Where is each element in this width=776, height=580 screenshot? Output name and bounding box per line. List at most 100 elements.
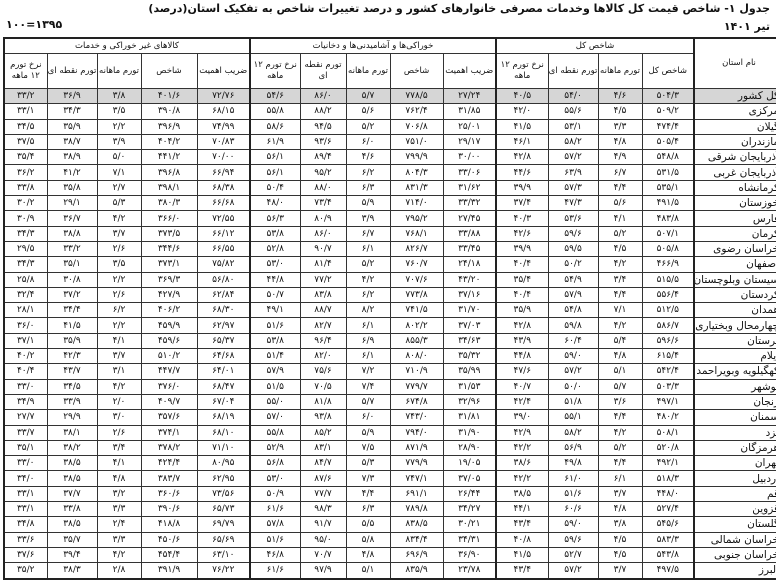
province-name-cell: اردبیل (693, 470, 776, 487)
value-cell: ۵/۷ (597, 378, 643, 395)
value-cell: ۳۴/۴ (46, 302, 98, 319)
province-name-cell: آذربایجان غربی (693, 164, 776, 181)
value-cell: ۸۲۶/۷ (389, 240, 444, 258)
table-row: گیلان۴۷۴/۴۳/۳۵۳/۱۴۱/۵۲۵/۰۱۷۰۶/۸۵/۲۹۴/۵۵۸… (3, 118, 776, 135)
value-cell: ۴/۸ (96, 470, 142, 487)
value-cell: ۴۰/۲ (3, 348, 48, 365)
province-name-cell: آذربایجان شرقی (693, 149, 776, 166)
value-cell: ۳/۳ (96, 501, 142, 518)
value-cell: ۵۵۶/۴ (641, 286, 695, 304)
value-cell: ۳۹۸/۱ (140, 179, 198, 197)
value-cell: ۳۶/۲ (3, 164, 48, 181)
value-cell: ۳۸/۵ (46, 455, 98, 472)
value-cell: ۴۰/۴ (495, 286, 549, 304)
province-name-cell: کرمان (693, 225, 776, 242)
table-row: بوشهر۵۰۳/۳۵/۷۵۰/۰۴۰/۷۳۱/۵۳۷۷۹/۷۷/۴۷۰/۵۵۱… (3, 378, 776, 395)
header-total-point: تورم نقطه ای (547, 53, 599, 89)
value-cell: ۶/۱ (345, 348, 391, 365)
value-cell: ۷۷۹/۷ (389, 378, 444, 395)
value-cell: ۳۷۸/۲ (140, 439, 198, 457)
table-row: سمنان۴۸۰/۲۴/۴۵۵/۱۳۹/۰۳۱/۸۱۷۴۳/۰۶/۰۹۳/۸۵۷… (3, 409, 776, 426)
value-cell: ۳/۴ (96, 439, 142, 457)
value-cell: ۴۲/۸ (495, 317, 549, 334)
value-cell: ۶۸/۴۷ (196, 378, 251, 395)
value-cell: ۶۶/۹۴ (196, 164, 251, 181)
value-cell: ۵۳/۸ (248, 332, 301, 350)
value-cell: ۹۱/۷ (299, 516, 347, 533)
period-label: تیر ۱۴۰۱ (723, 20, 770, 33)
value-cell: ۴/۲ (597, 256, 643, 273)
value-cell: ۶۴/۰۱ (196, 363, 251, 380)
value-cell: ۶۳/۱۰ (196, 546, 251, 564)
value-cell: ۴۳/۴ (495, 562, 549, 579)
value-cell: ۵۰۷/۱ (641, 225, 695, 242)
value-cell: ۴/۴ (597, 409, 643, 426)
value-cell: ۳/۳ (597, 118, 643, 135)
header-total-12month: نرخ تورم ۱۲ ماهه (495, 53, 549, 89)
value-cell: ۸۰۴/۳ (389, 164, 444, 181)
province-name-cell: سمنان (693, 409, 776, 426)
value-cell: ۶۷/۰۴ (196, 393, 251, 411)
value-cell: ۶/۲ (96, 302, 142, 319)
value-cell: ۵۴/۹ (547, 271, 599, 288)
value-cell: ۳۰/۸ (46, 271, 98, 288)
value-cell: ۵۰۴/۳ (641, 87, 695, 105)
value-cell: ۶۹۶/۹ (389, 546, 444, 564)
value-cell: ۵۳/۶ (547, 210, 599, 227)
value-cell: ۷۴۷/۱ (389, 470, 444, 487)
value-cell: ۳۶۹/۳ (140, 271, 198, 288)
value-cell: ۹۳/۸ (299, 409, 347, 426)
value-cell: ۵۰/۰ (547, 378, 599, 395)
value-cell: ۵۱۵/۵ (641, 271, 695, 288)
value-cell: ۴۰/۴ (3, 363, 48, 380)
value-cell: ۳۷۶/۰ (140, 378, 198, 395)
province-name-cell: یزد (693, 424, 776, 441)
value-cell: ۵۷/۲ (547, 149, 599, 166)
value-cell: ۶۸/۳۸ (196, 179, 251, 197)
value-cell: ۳/۶ (597, 393, 643, 411)
value-cell: ۶۲/۹۷ (196, 317, 251, 334)
value-cell: ۳۸/۸ (46, 225, 98, 242)
value-cell: ۵۰۸/۱ (641, 424, 695, 441)
value-cell: ۸۱/۸ (299, 393, 347, 411)
value-cell: ۶/۱ (597, 470, 643, 487)
value-cell: ۸۵۵/۳ (389, 332, 444, 350)
table-row: البرز۴۹۷/۵۳/۷۵۷/۲۴۳/۴۲۳/۷۸۸۳۵/۹۵/۱۹۷/۹۶۱… (3, 562, 776, 579)
value-cell: ۶/۳ (345, 179, 391, 197)
value-cell: ۵۴۵/۶ (641, 516, 695, 533)
value-cell: ۶/۲ (345, 164, 391, 181)
value-cell: ۳۷۴/۱ (140, 424, 198, 441)
value-cell: ۴/۵ (597, 546, 643, 564)
value-cell: ۴۳/۴ (495, 516, 549, 533)
value-cell: ۴/۴ (597, 179, 643, 197)
value-cell: ۵۱/۶ (547, 485, 599, 503)
value-cell: ۳۳/۹ (46, 393, 98, 411)
province-name-cell: اصفهان (693, 256, 776, 273)
value-cell: ۷۹۵/۲ (389, 210, 444, 227)
value-cell: ۲/۲ (96, 271, 142, 288)
value-cell: ۸۳۸/۵ (389, 516, 444, 533)
value-cell: ۴۲/۸ (495, 149, 549, 166)
value-cell: ۶/۰ (345, 409, 391, 426)
value-cell: ۷۳/۵۶ (196, 485, 251, 503)
value-cell: ۳۷/۰۳ (442, 317, 497, 334)
table-row: خراسان رضوی ۵۰۵/۸ ۴/۵ ۵۹/۵ ۳۹/۹ ۳۳/۴۵ ۸۲۶/۷ ۶/۱… (3, 240, 776, 258)
value-cell: ۳۵/۱ (46, 256, 98, 273)
value-cell: ۴۲۴/۴ (140, 455, 198, 472)
table-row: ایلام۶۱۵/۴۴/۸۵۹/۰۴۴/۸۳۵/۳۲۸۰۸/۰۶/۱۸۲/۰۵۱… (3, 348, 776, 365)
value-cell: ۴/۴ (597, 286, 643, 304)
value-cell: ۴۰/۳ (495, 210, 549, 227)
table-row: کرمان۵۰۷/۱۵/۲۵۹/۶۴۲/۶۳۳/۸۸۷۶۸/۱۶/۷۸۶/۰۵۳… (3, 225, 776, 242)
value-cell: ۳۱/۷۰ (442, 302, 497, 319)
value-cell: ۳۷/۱ (3, 332, 48, 350)
value-cell: ۵۸/۶ (248, 118, 301, 135)
value-cell: ۳۰/۲۱ (442, 516, 497, 533)
value-cell: ۵۸۶/۷ (641, 317, 695, 334)
value-cell: ۴۲/۲ (495, 439, 549, 457)
province-name-cell: همدان (693, 302, 776, 319)
province-name-cell: مرکزی (693, 103, 776, 120)
value-cell: ۵/۸ (345, 531, 391, 548)
value-cell: ۶۸/۱۰ (196, 424, 251, 441)
value-cell: ۳۸۰/۳ (140, 195, 198, 212)
value-cell: ۳۷۳/۱ (140, 256, 198, 273)
